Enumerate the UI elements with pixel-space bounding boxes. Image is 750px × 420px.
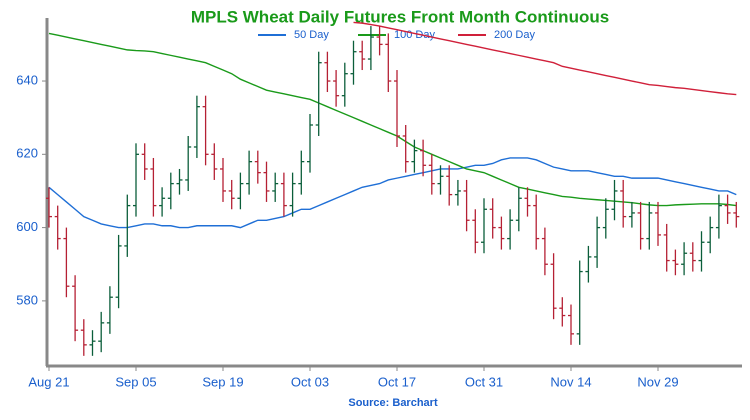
source: Source: Barchart bbox=[348, 397, 438, 409]
y-tick-label: 640 bbox=[16, 72, 38, 87]
moving-average-line bbox=[48, 32, 737, 207]
y-tick-label: 600 bbox=[16, 219, 38, 234]
x-tick-label: Nov 14 bbox=[550, 374, 591, 389]
x-tick-label: Aug 21 bbox=[28, 374, 69, 389]
moving-average-line bbox=[48, 157, 737, 229]
y-tick-label: 620 bbox=[16, 146, 38, 161]
y-tick-label: 580 bbox=[16, 292, 38, 307]
x-tick-label: Oct 31 bbox=[465, 374, 503, 389]
x-tick-label: Sep 05 bbox=[115, 374, 156, 389]
legend-label: 50 Day bbox=[294, 29, 329, 41]
x-tick-label: Sep 19 bbox=[202, 374, 243, 389]
chart-title: MPLS Wheat Daily Futures Front Month Con… bbox=[191, 7, 609, 26]
x-tick-label: Oct 17 bbox=[378, 374, 416, 389]
moving-average-line bbox=[353, 21, 737, 96]
x-tick-label: Oct 03 bbox=[291, 374, 329, 389]
x-tick-label: Nov 29 bbox=[637, 374, 678, 389]
legend-label: 200 Day bbox=[494, 29, 535, 41]
